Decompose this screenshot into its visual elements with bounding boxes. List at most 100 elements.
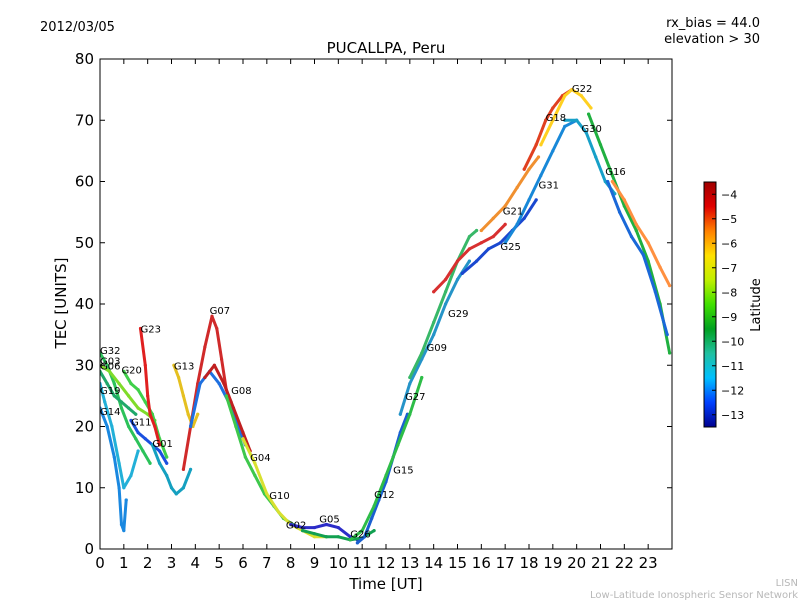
series-g15 (348, 375, 424, 542)
data-point (384, 473, 388, 478)
series-unlabeled (606, 179, 669, 337)
data-point (491, 216, 495, 220)
data-point (646, 241, 650, 245)
series-line (539, 88, 593, 147)
x-tick-label: 9 (310, 554, 320, 572)
satellite-label: G02 (286, 521, 306, 532)
data-point (522, 216, 526, 220)
satellite-label: G10 (269, 491, 289, 502)
data-point (122, 529, 126, 533)
data-point (491, 235, 495, 239)
data-point (150, 443, 155, 447)
colorbar-tick-label: −10 (721, 335, 744, 348)
series-g06 (100, 369, 138, 416)
data-point (127, 424, 131, 429)
satellite-label: G30 (581, 124, 601, 135)
y-tick-label: 20 (75, 418, 94, 436)
satellite-label: G23 (141, 325, 161, 336)
satellite-label: G26 (350, 530, 370, 541)
data-point (610, 179, 615, 184)
data-point (522, 167, 526, 171)
data-point (603, 179, 607, 184)
data-point (324, 522, 329, 527)
data-point (165, 461, 169, 465)
data-point (134, 412, 138, 416)
footer-org-short: LISN (776, 578, 798, 589)
chart-title: PUCALLPA, Peru (327, 39, 446, 57)
data-point (141, 449, 145, 453)
data-point (165, 455, 169, 459)
series-line (241, 437, 328, 539)
satellite-label: G20 (121, 366, 141, 377)
data-point (186, 412, 190, 416)
data-point (117, 486, 121, 490)
data-point (646, 259, 650, 263)
series-g14 (100, 406, 128, 533)
data-point (122, 369, 126, 373)
satellite-label: G27 (405, 392, 425, 403)
data-point (408, 412, 412, 416)
data-point (370, 516, 374, 520)
data-point (103, 400, 107, 404)
x-axis-label: Time [UT] (348, 575, 422, 593)
data-point (668, 351, 672, 355)
series-g32 (100, 351, 152, 465)
x-tick-label: 7 (262, 554, 272, 572)
data-point (668, 284, 672, 288)
data-point (105, 424, 109, 429)
data-point (165, 473, 169, 478)
series-g03 (100, 363, 157, 422)
series-g21 (479, 155, 541, 233)
data-point (467, 259, 472, 263)
x-tick-label: 3 (167, 554, 177, 572)
data-point (527, 198, 531, 202)
data-point (594, 155, 598, 159)
series-line (563, 118, 617, 196)
data-point (143, 400, 147, 404)
series-g22 (539, 88, 593, 147)
colorbar-tick-label: −7 (721, 262, 737, 275)
data-point (467, 247, 472, 251)
x-tick-label: 10 (329, 554, 348, 572)
satellite-label: G21 (503, 206, 523, 217)
series-g20 (122, 369, 169, 459)
data-point (563, 124, 567, 128)
data-point (277, 510, 281, 514)
data-point (172, 363, 176, 367)
series-line (610, 180, 672, 288)
data-point (136, 388, 140, 392)
data-point (124, 498, 128, 502)
data-point (420, 351, 424, 355)
data-point (203, 375, 207, 380)
data-point (265, 492, 269, 496)
data-point (589, 106, 593, 110)
data-point (622, 198, 626, 202)
data-point (584, 130, 588, 135)
data-point (486, 247, 491, 251)
satellite-label: G29 (448, 309, 468, 320)
data-point (610, 173, 615, 177)
y-tick-label: 0 (84, 540, 94, 558)
y-tick-label: 50 (75, 234, 94, 252)
data-point (136, 431, 140, 435)
x-tick-label: 22 (615, 554, 634, 572)
satellite-label: G01 (152, 439, 172, 450)
x-tick-label: 18 (519, 554, 538, 572)
data-point (105, 363, 109, 367)
data-point (324, 535, 329, 539)
data-point (153, 424, 157, 429)
data-point (181, 394, 186, 398)
satellite-label: G08 (231, 386, 251, 397)
data-point (408, 375, 412, 380)
data-point (203, 345, 207, 349)
data-point (188, 424, 193, 429)
series-g27 (398, 259, 472, 416)
x-tick-label: 6 (238, 554, 248, 572)
data-point (551, 149, 555, 153)
satellite-label: G19 (100, 386, 120, 397)
data-point (196, 412, 200, 416)
series-g31 (503, 118, 579, 245)
data-point (348, 538, 352, 542)
data-point (157, 443, 162, 447)
